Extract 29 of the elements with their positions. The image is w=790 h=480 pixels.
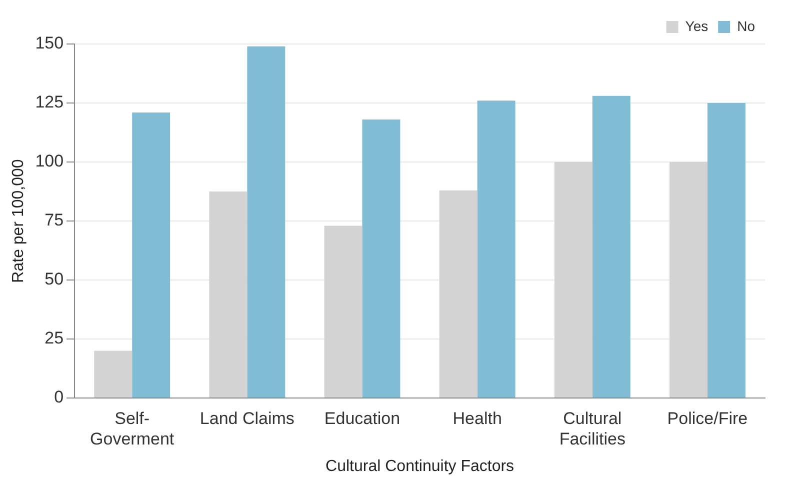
bar xyxy=(94,350,132,398)
bar xyxy=(477,100,516,398)
y-tick-label: 0 xyxy=(54,388,64,407)
x-axis-title: Cultural Continuity Factors xyxy=(326,458,514,475)
y-tick-label: 75 xyxy=(44,210,64,230)
y-tick-label: 25 xyxy=(44,328,64,348)
x-tick-label: Health xyxy=(452,408,502,428)
y-tick-label: 50 xyxy=(44,270,64,289)
bar xyxy=(132,112,170,398)
legend-label: Yes xyxy=(685,18,708,34)
bar xyxy=(439,190,478,398)
bar xyxy=(209,192,248,398)
bar xyxy=(707,103,746,398)
bar xyxy=(247,46,286,398)
x-tick-label: Self-Goverment xyxy=(90,408,174,448)
bar xyxy=(362,120,400,398)
y-tick-label: 100 xyxy=(35,152,64,171)
y-tick-label: 125 xyxy=(35,92,64,112)
x-tick-label: Police/Fire xyxy=(667,408,748,428)
y-axis-title: Rate per 100,000 xyxy=(10,159,28,283)
x-tick-label: Education xyxy=(324,408,400,428)
bar xyxy=(554,162,592,398)
bar xyxy=(324,226,362,398)
bar xyxy=(592,96,630,398)
bar xyxy=(669,162,708,398)
x-tick-label: Cultural Facilities xyxy=(559,408,626,448)
x-tick-label: Land Claims xyxy=(200,408,294,428)
legend-label: No xyxy=(737,18,756,34)
y-tick-label: 150 xyxy=(35,34,64,53)
